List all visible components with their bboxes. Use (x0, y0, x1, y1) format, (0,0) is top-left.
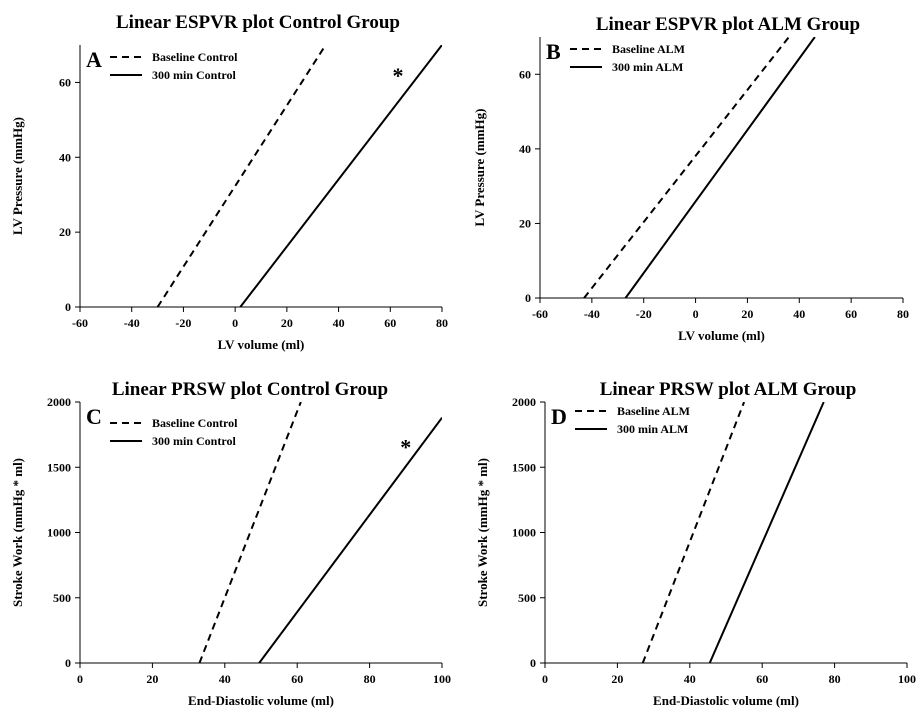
chart-panel-c: Linear PRSW plot Control Group 0 20 40 60 80 1… (10, 379, 451, 708)
x-tick-label: -20 (636, 307, 652, 321)
x-tick-label: 60 (756, 672, 768, 686)
chart-panel-b: Linear ESPVR plot ALM Group -60 -40 -20 0 20 4… (472, 14, 909, 343)
legend-label: 300 min Control (152, 68, 236, 82)
series-line-dashed (641, 402, 746, 663)
y-tick-label: 1500 (47, 460, 71, 474)
legend-label: Baseline ALM (612, 42, 685, 56)
legend-label: 300 min Control (152, 434, 236, 448)
x-tick-label: 40 (333, 316, 345, 330)
x-tick-label: 40 (219, 672, 231, 686)
y-axis-label: LV Pressure (mmHg) (472, 109, 487, 227)
x-tick-label: 100 (898, 672, 916, 686)
panel-label: D (551, 404, 567, 429)
chart-title: Linear PRSW plot ALM Group (600, 379, 857, 400)
legend-label: 300 min ALM (617, 422, 688, 436)
y-tick-label: 500 (518, 591, 536, 605)
panel-label: A (86, 47, 102, 72)
x-tick-label: -20 (175, 316, 191, 330)
x-tick-label: 60 (845, 307, 857, 321)
y-tick-label: 40 (59, 150, 71, 164)
x-tick-label: 60 (384, 316, 396, 330)
x-tick-label: -40 (584, 307, 600, 321)
x-tick-label: 40 (793, 307, 805, 321)
y-tick-label: 1500 (512, 460, 536, 474)
panel-label: B (546, 39, 561, 64)
x-tick-label: 0 (693, 307, 699, 321)
x-axis-label: LV volume (ml) (218, 337, 305, 352)
y-tick-label: 40 (519, 142, 531, 156)
series-line-dashed (156, 45, 327, 307)
y-tick-label: 0 (65, 300, 71, 314)
y-axis-label: LV Pressure (mmHg) (10, 117, 25, 235)
x-tick-label: 80 (829, 672, 841, 686)
y-tick-label: 20 (59, 225, 71, 239)
panel-label: C (86, 404, 102, 429)
x-tick-label: 80 (364, 672, 376, 686)
series-line-solid (624, 37, 816, 298)
y-axis-label: Stroke Work (mmHg * ml) (475, 458, 490, 607)
x-tick-label: -40 (124, 316, 140, 330)
significance-marker: * (400, 434, 411, 459)
x-tick-label: 0 (77, 672, 83, 686)
x-axis-label: End-Diastolic volume (ml) (188, 693, 334, 708)
x-axis-label: End-Diastolic volume (ml) (653, 693, 799, 708)
y-tick-label: 2000 (47, 395, 71, 409)
chart-title: Linear ESPVR plot ALM Group (596, 14, 860, 35)
y-axis-label: Stroke Work (mmHg * ml) (10, 458, 25, 607)
x-tick-label: -60 (72, 316, 88, 330)
y-tick-label: 0 (65, 656, 71, 670)
chart-panel-a: Linear ESPVR plot Control Group -60 -40 -20… (10, 12, 448, 352)
chart-title: Linear ESPVR plot Control Group (116, 12, 400, 33)
x-tick-label: 60 (291, 672, 303, 686)
chart-title: Linear PRSW plot Control Group (112, 379, 388, 400)
series-line-solid (258, 417, 442, 663)
series-group (583, 37, 816, 298)
series-group (156, 45, 442, 307)
x-axis-label: LV volume (ml) (678, 328, 765, 343)
series-line-solid (239, 45, 442, 307)
legend-label: Baseline Control (152, 50, 238, 64)
x-tick-label: 80 (897, 307, 909, 321)
series-line-dashed (583, 37, 790, 298)
y-tick-label: 0 (530, 656, 536, 670)
x-tick-label: -60 (532, 307, 548, 321)
legend-label: Baseline ALM (617, 404, 690, 418)
y-tick-label: 0 (525, 291, 531, 305)
legend-label: Baseline Control (152, 416, 238, 430)
series-line-dashed (198, 402, 302, 663)
series-group (198, 402, 442, 663)
x-tick-label: 100 (433, 672, 451, 686)
legend-label: 300 min ALM (612, 60, 683, 74)
x-tick-label: 20 (146, 672, 158, 686)
y-tick-label: 60 (519, 67, 531, 81)
y-tick-label: 500 (53, 591, 71, 605)
x-tick-label: 0 (232, 316, 238, 330)
x-tick-label: 20 (611, 672, 623, 686)
x-tick-label: 40 (684, 672, 696, 686)
x-tick-label: 20 (741, 307, 753, 321)
series-line-solid (708, 402, 825, 663)
x-tick-label: 0 (542, 672, 548, 686)
y-tick-label: 20 (519, 216, 531, 230)
x-tick-label: 20 (281, 316, 293, 330)
y-tick-label: 1000 (512, 526, 536, 540)
series-group (641, 402, 825, 663)
y-tick-label: 60 (59, 75, 71, 89)
x-tick-label: 80 (436, 316, 448, 330)
significance-marker: * (393, 63, 404, 88)
y-tick-label: 1000 (47, 526, 71, 540)
y-tick-label: 2000 (512, 395, 536, 409)
